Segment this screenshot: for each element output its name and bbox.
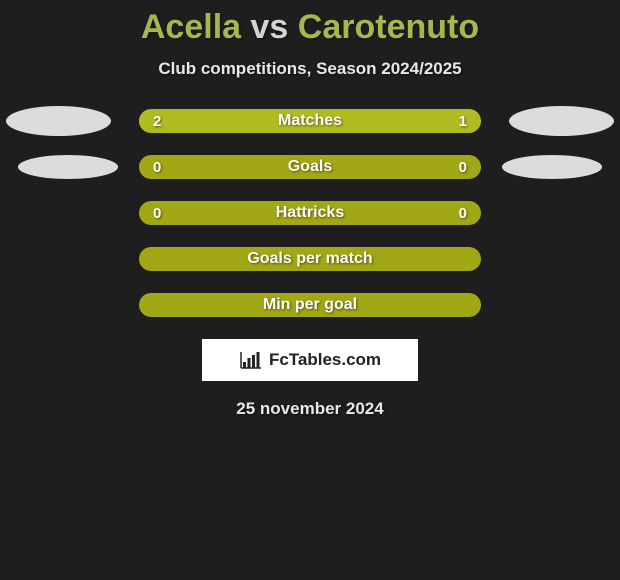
stat-label: Hattricks bbox=[139, 204, 481, 222]
stat-row: 21Matches bbox=[0, 109, 620, 133]
date-text: 25 november 2024 bbox=[0, 399, 620, 419]
main-container: Acella vs Carotenuto Club competitions, … bbox=[0, 0, 620, 419]
barchart-icon bbox=[239, 350, 263, 370]
title-player2: Carotenuto bbox=[298, 8, 479, 46]
stat-label: Min per goal bbox=[139, 296, 481, 314]
stat-bar: Min per goal bbox=[139, 293, 481, 317]
stat-bar: 00Goals bbox=[139, 155, 481, 179]
ellipse-left bbox=[18, 155, 118, 179]
stat-row: 00Hattricks bbox=[0, 201, 620, 225]
page-title: Acella vs Carotenuto bbox=[0, 8, 620, 47]
stat-label: Matches bbox=[139, 112, 481, 130]
stat-label: Goals per match bbox=[139, 250, 481, 268]
ellipse-left bbox=[6, 106, 111, 136]
stat-bar: 21Matches bbox=[139, 109, 481, 133]
footer-logo-box[interactable]: FcTables.com bbox=[202, 339, 418, 381]
ellipse-right bbox=[502, 155, 602, 179]
stat-row: 00Goals bbox=[0, 155, 620, 179]
stat-row: Goals per match bbox=[0, 247, 620, 271]
title-vs: vs bbox=[251, 8, 289, 46]
ellipse-right bbox=[509, 106, 614, 136]
subtitle-text: Club competitions, Season 2024/2025 bbox=[0, 59, 620, 79]
title-player1: Acella bbox=[141, 8, 241, 46]
stat-label: Goals bbox=[139, 158, 481, 176]
footer-logo-text: FcTables.com bbox=[269, 350, 381, 370]
stats-rows: 21Matches 00Goals 00Hattricks Goals per mat… bbox=[0, 109, 620, 317]
stat-row: Min per goal bbox=[0, 293, 620, 317]
stat-bar: 00Hattricks bbox=[139, 201, 481, 225]
stat-bar: Goals per match bbox=[139, 247, 481, 271]
